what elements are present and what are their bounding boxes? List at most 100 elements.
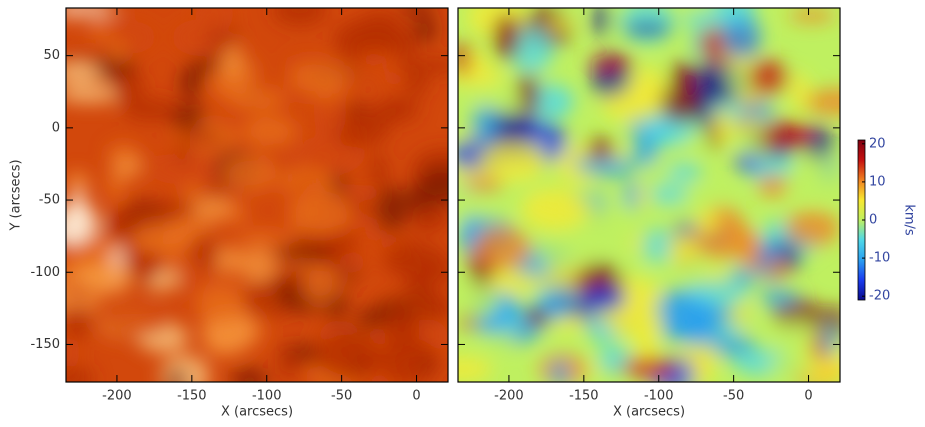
texture-blob [492,13,521,61]
texture-blob [620,357,679,379]
texture-blob [587,136,614,161]
texture-blob [548,100,570,117]
texture-blob [667,162,703,182]
texture-blob [384,303,420,351]
plot-frame [65,7,449,383]
texture-blob [472,226,531,272]
texture-blob [240,246,278,285]
texture-blob [759,288,799,308]
image-map [66,8,448,382]
texture-blob [536,236,601,268]
texture-blob [560,8,577,27]
texture-blob [289,190,353,236]
texture-blob [66,8,117,16]
texture-blob [547,317,586,331]
texture-blob [178,68,203,99]
texture-blob [749,102,774,122]
texture-blob [81,262,133,296]
texture-blob [694,209,719,238]
texture-blob [66,304,92,341]
plot-frame [457,7,841,383]
texture-blob [623,179,642,210]
texture-blob [315,335,382,381]
texture-blob [107,143,138,161]
texture-blob [681,11,738,27]
texture-blob [539,286,580,319]
texture-blob [784,155,840,201]
texture-blob [760,120,813,151]
x-axis-label: X (arcsecs) [221,405,293,420]
texture-blob [470,105,500,145]
texture-blob [757,174,790,197]
image-texture [66,8,448,382]
texture-blob [102,305,171,338]
texture-blob [803,88,840,116]
texture-blob [730,267,757,287]
texture-blob [369,153,389,188]
texture-blob [271,245,337,261]
texture-blob [210,63,257,103]
texture-blob [578,286,627,311]
x-tick-label: -200 [494,389,524,404]
texture-blob [458,280,500,323]
texture-blob [669,61,697,87]
colorbar-tick-label: 0 [869,213,877,228]
colorbar-tick-label: 20 [869,136,886,151]
texture-blob [458,356,493,382]
texture-blob [129,237,169,251]
texture-blob [279,344,297,382]
texture-blob [766,256,788,280]
texture-blob [550,359,570,382]
colorbar-tick-label: -10 [869,251,890,266]
colorbar: 20 10 0 -10 -20 km/s [857,136,917,304]
texture-blob [464,177,504,192]
texture-blob [189,233,219,272]
x-axis-label: X (arcsecs) [613,405,685,420]
texture-blob [412,17,438,43]
x-tick-label: -50 [331,389,352,404]
texture-blob [773,319,815,356]
texture-blob [313,93,347,137]
texture-blob [686,278,750,306]
texture-blob [81,237,121,253]
texture-blob [474,328,515,352]
texture-blob [601,90,667,123]
y-tick-label: -100 [30,265,60,280]
texture-blob [458,67,505,87]
texture-blob [821,322,839,358]
texture-blob [466,49,488,74]
x-tick-label: 0 [804,389,812,404]
texture-blob [768,352,816,380]
texture-blob [230,368,269,382]
texture-blob [405,67,429,98]
texture-blob [222,154,278,192]
texture-blob [66,365,96,382]
texture-blob [665,294,719,342]
texture-blob [192,196,235,223]
texture-blob [667,230,699,265]
colorbar-tick-label: -20 [869,289,890,304]
texture-blob [176,128,226,146]
texture-blob [509,27,554,73]
texture-blob [381,70,406,88]
texture-blob [66,333,80,372]
texture-blob [204,185,224,201]
texture-blob [106,171,124,203]
texture-blob [302,263,339,304]
texture-blob [304,148,324,171]
texture-blob [195,283,247,325]
texture-blob [339,251,366,274]
y-tick-label: 50 [43,48,60,63]
x-tick-label: -100 [644,389,674,404]
texture-blob [66,85,123,103]
texture-blob [641,228,675,263]
texture-blob [790,72,810,110]
texture-blob [597,227,620,246]
texture-blob [419,165,448,208]
x-tick-label: -150 [177,389,207,404]
y-tick-label: -150 [30,337,60,352]
y-tick-label: 0 [52,120,60,135]
texture-blob [788,9,836,23]
texture-blob [497,92,526,115]
